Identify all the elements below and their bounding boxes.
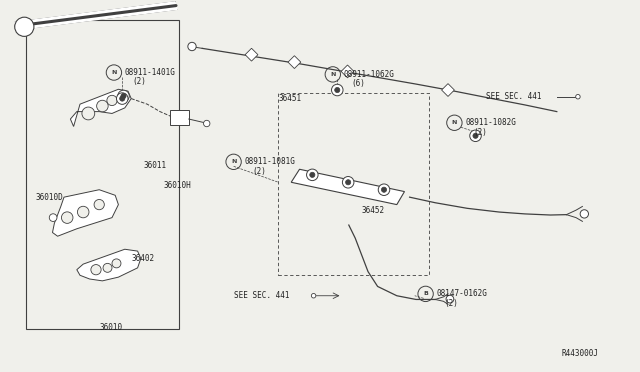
Text: SEE SEC. 441: SEE SEC. 441 [486, 92, 542, 101]
Text: (2): (2) [473, 128, 487, 137]
Ellipse shape [118, 90, 129, 102]
Ellipse shape [121, 93, 126, 99]
Polygon shape [70, 89, 131, 126]
Ellipse shape [473, 133, 478, 138]
Ellipse shape [107, 95, 117, 106]
Text: (2): (2) [132, 77, 147, 86]
Text: 08147-0162G: 08147-0162G [436, 289, 487, 298]
Text: SEE SEC. 441: SEE SEC. 441 [234, 291, 289, 300]
Polygon shape [341, 65, 354, 78]
Text: R443000J: R443000J [561, 349, 598, 358]
Text: 36010D: 36010D [35, 193, 63, 202]
Polygon shape [291, 169, 404, 205]
Polygon shape [15, 2, 177, 30]
Text: 36451: 36451 [278, 94, 301, 103]
Text: 08911-1401G: 08911-1401G [125, 68, 175, 77]
Ellipse shape [346, 180, 351, 185]
Text: 08911-1081G: 08911-1081G [244, 157, 295, 166]
Polygon shape [77, 249, 141, 281]
Polygon shape [52, 190, 118, 236]
Polygon shape [442, 84, 454, 96]
Text: (2): (2) [444, 299, 458, 308]
Polygon shape [245, 48, 258, 61]
Ellipse shape [49, 214, 57, 221]
Text: 08911-1082G: 08911-1082G [465, 118, 516, 127]
Text: N: N [231, 159, 236, 164]
Ellipse shape [112, 259, 121, 268]
Ellipse shape [120, 96, 125, 101]
Ellipse shape [342, 177, 354, 188]
Ellipse shape [381, 187, 387, 192]
Ellipse shape [378, 184, 390, 195]
Ellipse shape [188, 42, 196, 51]
Ellipse shape [116, 93, 128, 104]
Text: 36452: 36452 [362, 206, 385, 215]
Ellipse shape [312, 294, 316, 298]
Ellipse shape [580, 210, 589, 218]
Text: 36011: 36011 [144, 161, 167, 170]
Ellipse shape [470, 130, 481, 141]
Ellipse shape [15, 17, 34, 36]
Ellipse shape [97, 100, 108, 112]
Ellipse shape [576, 94, 580, 99]
Polygon shape [288, 56, 301, 68]
Bar [26, 20, 179, 329]
Text: N: N [452, 120, 457, 125]
Ellipse shape [103, 263, 112, 272]
Bar [170, 110, 189, 125]
Text: (6): (6) [351, 79, 365, 88]
Text: (2): (2) [252, 167, 266, 176]
Ellipse shape [77, 206, 89, 218]
Ellipse shape [307, 169, 318, 180]
Ellipse shape [332, 84, 343, 96]
Ellipse shape [446, 295, 454, 303]
Text: N: N [330, 72, 335, 77]
Text: 36402: 36402 [131, 254, 154, 263]
Ellipse shape [61, 212, 73, 223]
Ellipse shape [204, 120, 210, 127]
Text: B: B [423, 291, 428, 296]
Bar [278, 93, 429, 275]
Ellipse shape [91, 264, 101, 275]
Ellipse shape [335, 87, 340, 93]
Text: 36010: 36010 [99, 323, 122, 332]
Text: 08911-1062G: 08911-1062G [344, 70, 394, 79]
Text: N: N [111, 70, 116, 75]
Ellipse shape [94, 199, 104, 210]
Ellipse shape [310, 172, 315, 177]
Text: 36010H: 36010H [163, 182, 191, 190]
Ellipse shape [82, 107, 95, 120]
